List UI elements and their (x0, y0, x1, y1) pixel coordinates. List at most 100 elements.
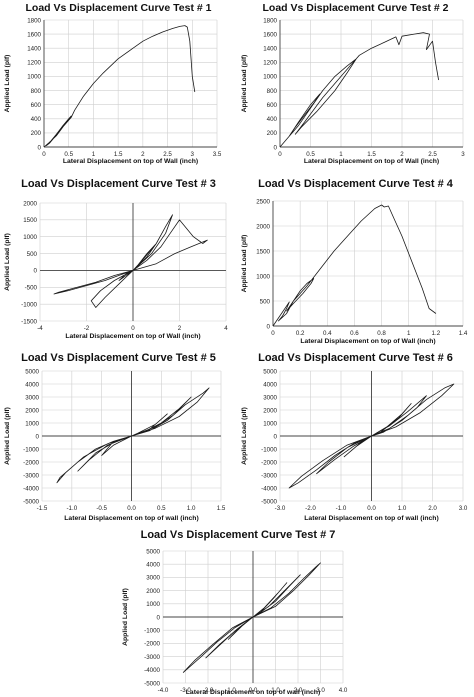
chart-svg: -5000 -4000 -3000 -2000 -1000 0 1000 2000 3000 40… (241, 368, 468, 522)
y-tick-label: 4000 (25, 381, 39, 388)
x-tick-label: -0.5 (96, 505, 107, 512)
y-tick-label: 0 (36, 433, 40, 440)
chart-title: Load Vs Displacement Curve Test # 1 (25, 2, 212, 14)
y-tick-label: 4000 (263, 381, 277, 388)
y-axis-label: Applied Load (plf) (4, 407, 11, 465)
y-tick-label: 1000 (263, 74, 277, 81)
x-tick-label: 0 (42, 151, 46, 158)
y-tick-label: 2000 (146, 588, 160, 595)
y-tick-label: 400 (267, 116, 278, 123)
x-tick-label: 2.0 (428, 505, 437, 512)
y-tick-label: 1400 (27, 46, 41, 53)
y-tick-label: 3000 (25, 394, 39, 401)
x-tick-label: 0.5 (157, 505, 166, 512)
y-tick-label: 0 (267, 323, 271, 330)
x-tick-label: 2.5 (163, 151, 172, 158)
y-tick-label: 500 (260, 298, 271, 305)
data-series-line (182, 562, 321, 673)
y-axis-label: Applied Load (plf) (241, 55, 248, 113)
x-tick-label: -2.0 (305, 505, 316, 512)
x-tick-label: -2.0 (203, 687, 214, 694)
x-axis-label: Lateral Displacement on top of Wall (inc… (300, 338, 435, 345)
y-tick-label: -1000 (21, 301, 37, 308)
x-tick-label: 2 (400, 151, 404, 158)
x-tick-label: -4 (37, 325, 43, 332)
y-tick-label: 1200 (263, 60, 277, 67)
x-tick-label: 1 (407, 330, 411, 337)
x-tick-label: 0 (278, 151, 282, 158)
y-tick-label: 1400 (263, 46, 277, 53)
chart-title: Load Vs Displacement Curve Test # 3 (21, 178, 216, 190)
y-tick-label: 1500 (23, 217, 37, 224)
y-axis-label: Applied Load (plf) (241, 235, 248, 293)
y-tick-label: -3000 (144, 654, 160, 661)
y-tick-label: 1000 (27, 74, 41, 81)
x-axis-label: Lateral Displacement on top of Wall (inc… (304, 158, 439, 165)
chart-svg: 0 500 1000 1500 2000 2500 0 0.2 0.4 0.6 0.8 1 1.2 1.4… (241, 198, 468, 345)
chart-panel-test-5: Load Vs Displacement Curve Test # 5 -500… (0, 350, 237, 526)
x-tick-label: 0.0 (249, 687, 258, 694)
y-tick-label: 2000 (25, 407, 39, 414)
x-tick-label: 3 (191, 151, 195, 158)
y-tick-label: -1000 (261, 446, 277, 453)
x-axis-label: Lateral Displacement on top of Wall (inc… (63, 158, 198, 165)
chart-svg: -5000 -4000 -3000 -2000 -1000 0 1000 2000 3000 40… (4, 368, 226, 522)
x-tick-label: 0.5 (306, 151, 315, 158)
x-tick-label: 1.4 (459, 330, 468, 337)
y-axis-label: Applied Load (plf) (4, 55, 11, 113)
x-tick-label: 1.5 (217, 505, 226, 512)
y-tick-label: -3000 (23, 472, 39, 479)
chart-panel-test-2: Load Vs Displacement Curve Test # 2 0 200… (237, 0, 474, 170)
y-tick-label: 200 (267, 130, 278, 137)
chart-title: Load Vs Displacement Curve Test # 5 (21, 352, 216, 364)
y-tick-label: 1000 (146, 601, 160, 608)
chart-panel-test-3: Load Vs Displacement Curve Test # 3 -150… (0, 176, 237, 346)
y-tick-label: 500 (27, 251, 38, 258)
x-tick-label: 1.5 (114, 151, 123, 158)
x-axis-label: Lateral Displacement on top of wall (inc… (186, 689, 320, 696)
x-tick-label: 1.0 (398, 505, 407, 512)
y-tick-label: 5000 (263, 368, 277, 375)
y-tick-label: 1000 (256, 273, 270, 280)
y-tick-label: -3000 (261, 472, 277, 479)
y-tick-label: -1500 (21, 318, 37, 325)
x-tick-label: -2 (84, 325, 90, 332)
x-tick-label: -1.5 (37, 505, 48, 512)
y-tick-label: 400 (31, 116, 42, 123)
y-tick-label: -2000 (23, 459, 39, 466)
x-tick-label: -3.0 (275, 505, 286, 512)
y-tick-label: 600 (267, 102, 278, 109)
chart-title: Load Vs Displacement Curve Test # 2 (262, 2, 449, 14)
x-tick-label: 3 (461, 151, 465, 158)
y-tick-label: 0 (274, 144, 278, 151)
data-series-line (53, 214, 208, 308)
x-tick-label: 0 (271, 330, 275, 337)
y-tick-label: 0 (157, 614, 161, 621)
y-tick-label: 600 (31, 102, 42, 109)
chart-svg: -5000 -4000 -3000 -2000 -1000 0 1000 2000 3000 40… (122, 548, 348, 696)
data-series-line (288, 383, 455, 489)
x-tick-label: 1.2 (432, 330, 441, 337)
y-tick-label: 1800 (27, 17, 41, 24)
x-tick-label: 1 (339, 151, 343, 158)
x-tick-label: 0.0 (127, 505, 136, 512)
y-tick-label: 200 (31, 130, 42, 137)
y-axis-label: Applied Load (plf) (241, 407, 248, 465)
data-series-line (43, 25, 196, 148)
y-tick-label: -5000 (261, 498, 277, 505)
y-tick-label: 3000 (263, 394, 277, 401)
y-tick-label: 800 (31, 88, 42, 95)
x-tick-label: 3.0 (316, 687, 325, 694)
chart-svg: 0 200 400 600 800 1000 1200 1400 1600 1800 0 0.5 1 1.… (241, 17, 465, 165)
y-tick-label: 1200 (27, 60, 41, 67)
y-axis-label: Applied Load (plf) (122, 588, 129, 646)
x-tick-label: 0.2 (296, 330, 305, 337)
chart-panel-test-6: Load Vs Displacement Curve Test # 6 -500… (237, 350, 474, 526)
y-tick-label: 0 (274, 433, 278, 440)
y-tick-label: -4000 (144, 667, 160, 674)
chart-svg: -1500 -1000 -500 0 500 1000 1500 2000 -4 -2 0 2 4 Lat… (4, 200, 228, 340)
x-axis-label: Lateral Displacement on top of wall (inc… (64, 515, 198, 522)
x-tick-label: 3.0 (459, 505, 468, 512)
x-tick-label: 4 (224, 325, 228, 332)
y-tick-label: 5000 (25, 368, 39, 375)
